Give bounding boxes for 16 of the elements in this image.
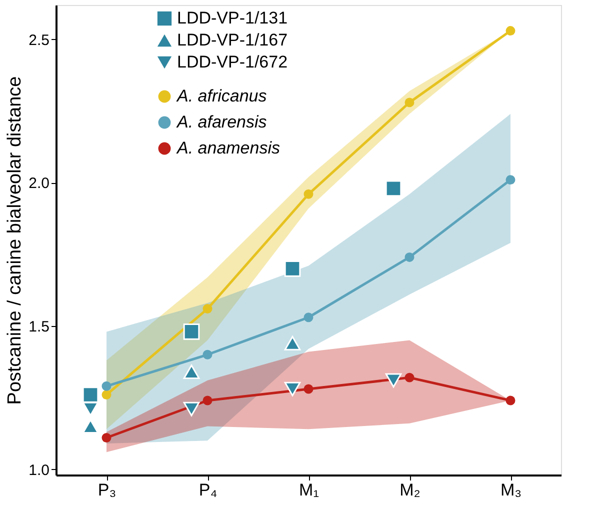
x-tick-label: P₃ <box>98 480 116 500</box>
legend-label: A. anamensis <box>176 138 280 158</box>
y-tick-label: 2.0 <box>28 175 50 192</box>
y-tick-label: 1.0 <box>28 462 50 479</box>
x-tick-label: M₃ <box>500 480 522 500</box>
legend-label: LDD-VP-1/672 <box>177 52 288 72</box>
legend-label: A. afarensis <box>176 112 268 132</box>
x-tick-label: M₂ <box>400 480 420 500</box>
y-tick-label: 1.5 <box>28 318 50 336</box>
y-axis-title: Postcanine / canine bialveolar distance <box>4 76 26 405</box>
x-tick-label: P₄ <box>198 480 218 500</box>
legend-label: A. africanus <box>176 86 268 106</box>
y-tick-label: 2.5 <box>28 32 50 49</box>
x-tick-label: M₁ <box>299 480 320 500</box>
legend-label: LDD-VP-1/167 <box>177 30 288 50</box>
legend-label: LDD-VP-1/131 <box>177 8 288 28</box>
